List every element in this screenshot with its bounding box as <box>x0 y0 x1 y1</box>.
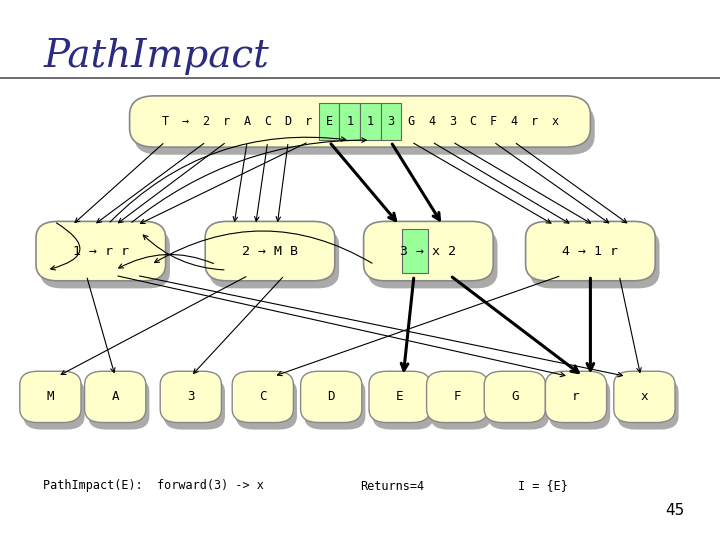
FancyBboxPatch shape <box>210 229 339 288</box>
FancyBboxPatch shape <box>20 372 81 422</box>
Text: A: A <box>112 390 119 403</box>
FancyBboxPatch shape <box>301 372 361 422</box>
Text: PathImpact: PathImpact <box>43 38 269 75</box>
Text: D: D <box>284 115 292 128</box>
FancyBboxPatch shape <box>431 378 491 430</box>
Text: 4: 4 <box>510 115 518 128</box>
Text: 2: 2 <box>202 115 210 128</box>
Text: 3 → x 2: 3 → x 2 <box>400 245 456 258</box>
Text: G: G <box>408 115 415 128</box>
Text: 1 → r r: 1 → r r <box>73 245 129 258</box>
Text: r: r <box>223 115 230 128</box>
FancyBboxPatch shape <box>40 229 170 288</box>
Text: r: r <box>305 115 312 128</box>
Text: 2 → M B: 2 → M B <box>242 245 298 258</box>
Text: M: M <box>47 390 54 403</box>
Text: T: T <box>161 115 168 128</box>
Text: E: E <box>325 115 333 128</box>
FancyBboxPatch shape <box>488 378 549 430</box>
FancyBboxPatch shape <box>236 378 297 430</box>
Text: I = {E}: I = {E} <box>518 480 568 492</box>
FancyBboxPatch shape <box>36 221 166 281</box>
FancyBboxPatch shape <box>402 229 428 273</box>
FancyBboxPatch shape <box>360 103 380 140</box>
FancyBboxPatch shape <box>618 378 679 430</box>
Text: C: C <box>264 115 271 128</box>
Text: 3: 3 <box>449 115 456 128</box>
Text: D: D <box>328 390 335 403</box>
FancyBboxPatch shape <box>134 104 595 154</box>
Text: F: F <box>490 115 497 128</box>
FancyBboxPatch shape <box>164 378 225 430</box>
Text: r: r <box>531 115 538 128</box>
FancyBboxPatch shape <box>426 372 488 422</box>
FancyBboxPatch shape <box>130 96 590 147</box>
Text: 4: 4 <box>428 115 436 128</box>
FancyBboxPatch shape <box>205 221 335 281</box>
FancyBboxPatch shape <box>340 103 360 140</box>
Text: A: A <box>243 115 251 128</box>
FancyBboxPatch shape <box>23 378 85 430</box>
FancyBboxPatch shape <box>364 221 493 281</box>
Text: r: r <box>572 390 580 403</box>
Text: 45: 45 <box>665 503 684 518</box>
Text: E: E <box>396 390 403 403</box>
Text: 1: 1 <box>346 115 354 128</box>
Text: C: C <box>469 115 477 128</box>
FancyBboxPatch shape <box>85 372 145 422</box>
FancyBboxPatch shape <box>160 372 222 422</box>
FancyBboxPatch shape <box>614 372 675 422</box>
Text: x: x <box>641 390 648 403</box>
FancyBboxPatch shape <box>549 378 611 430</box>
Text: 3: 3 <box>187 390 194 403</box>
FancyBboxPatch shape <box>89 378 150 430</box>
FancyBboxPatch shape <box>546 372 606 422</box>
FancyBboxPatch shape <box>319 103 340 140</box>
Text: 1: 1 <box>366 115 374 128</box>
FancyBboxPatch shape <box>368 229 498 288</box>
Text: x: x <box>552 115 559 128</box>
FancyBboxPatch shape <box>369 372 431 422</box>
Text: 3: 3 <box>387 115 395 128</box>
Text: F: F <box>454 390 461 403</box>
FancyBboxPatch shape <box>232 372 294 422</box>
Text: 4 → 1 r: 4 → 1 r <box>562 245 618 258</box>
FancyBboxPatch shape <box>484 372 546 422</box>
Text: Returns=4: Returns=4 <box>360 480 424 492</box>
FancyBboxPatch shape <box>304 378 365 430</box>
Text: G: G <box>511 390 518 403</box>
Text: PathImpact(E):  forward(3) -> x: PathImpact(E): forward(3) -> x <box>43 480 264 492</box>
FancyBboxPatch shape <box>526 221 655 281</box>
FancyBboxPatch shape <box>530 229 660 288</box>
FancyBboxPatch shape <box>373 378 433 430</box>
FancyBboxPatch shape <box>381 103 401 140</box>
Text: →: → <box>182 115 189 128</box>
Text: C: C <box>259 390 266 403</box>
